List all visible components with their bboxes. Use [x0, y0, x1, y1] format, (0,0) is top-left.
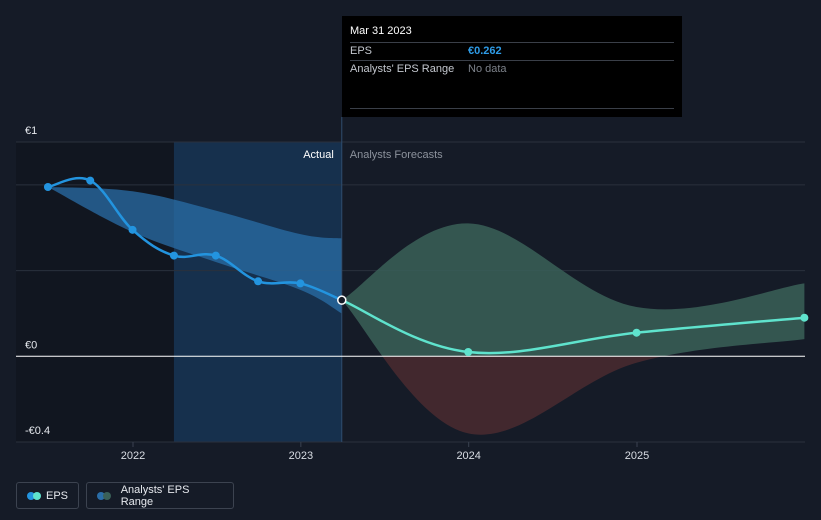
eps-point [211, 251, 220, 260]
eps-point-selected [337, 295, 347, 305]
y-tick-label: €1 [25, 125, 37, 137]
tooltip-range-row: Analysts' EPS Range No data [350, 60, 674, 78]
pre-range-shade [16, 142, 174, 442]
y-tick-label: -€0.4 [25, 425, 50, 437]
forecast-label: Analysts Forecasts [350, 149, 443, 161]
eps-point [169, 251, 178, 260]
eps-point [86, 176, 95, 185]
eps-point [296, 279, 305, 288]
eps-line-forecast [341, 298, 805, 355]
eps-point [43, 183, 52, 191]
x-axis: 2022 2023 2024 2025 [121, 442, 649, 462]
range-area-forecast-positive [341, 223, 805, 357]
tooltip-eps-value: €0.262 [468, 45, 502, 57]
x-tick-label: 2022 [121, 450, 145, 462]
tooltip: Mar 31 2023 EPS €0.262 Analysts' EPS Ran… [342, 16, 682, 117]
eps-legend-icon [27, 491, 41, 500]
x-tick-label: 2024 [456, 450, 480, 462]
eps-point [464, 348, 473, 356]
tooltip-range-value: No data [468, 63, 507, 75]
eps-point [254, 277, 263, 286]
actual-label: Actual [303, 149, 334, 161]
legend-range-label: Analysts' EPS Range [120, 483, 190, 508]
x-tick-label: 2025 [625, 450, 649, 462]
legend-range-button[interactable]: Analysts' EPS Range [86, 482, 234, 509]
eps-line-actual [47, 176, 343, 302]
eps-point [128, 225, 137, 234]
eps-lines [47, 176, 805, 355]
eps-point [632, 328, 641, 337]
eps-point [800, 313, 809, 322]
y-axis: €1 €0 -€0.4 [25, 125, 50, 437]
y-tick-label: €0 [25, 339, 37, 351]
x-tick-label: 2023 [289, 450, 313, 462]
legend-eps-label: EPS [45, 489, 68, 502]
legend-eps-button[interactable]: EPS [16, 482, 79, 509]
tooltip-divider [350, 108, 674, 109]
tooltip-date: Mar 31 2023 [350, 25, 412, 37]
range-legend-icon [97, 491, 113, 500]
tooltip-range-label: Analysts' EPS Range [350, 63, 455, 75]
tooltip-eps-label: EPS [350, 45, 373, 57]
eps-points [43, 176, 809, 356]
range-area-forecast-negative [382, 356, 664, 435]
range-areas [47, 187, 805, 435]
tooltip-eps-row: EPS €0.262 [350, 42, 674, 60]
